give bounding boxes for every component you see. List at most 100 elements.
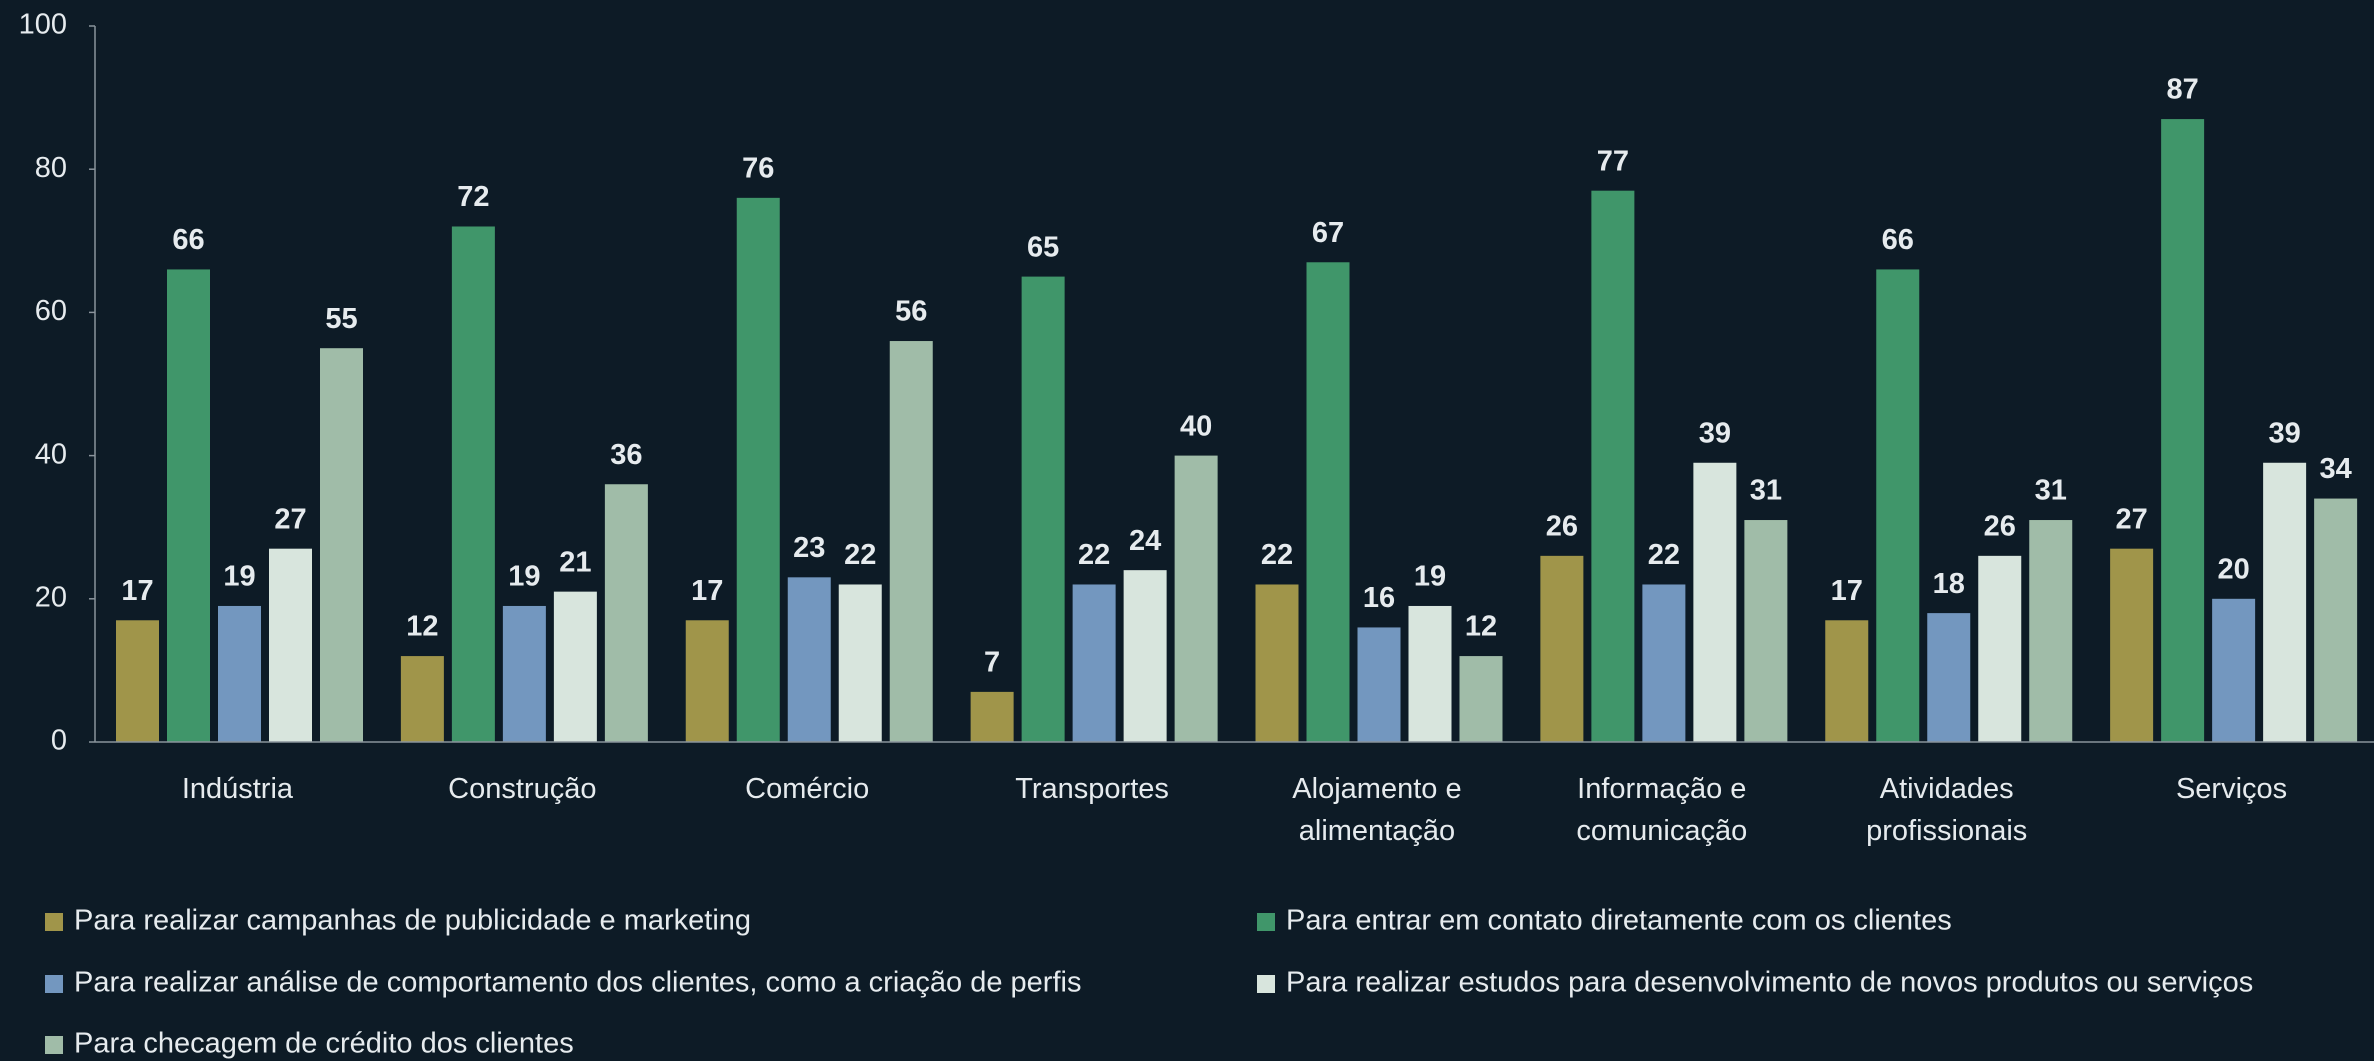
bar — [1825, 620, 1869, 742]
value-label: 26 — [1984, 510, 2016, 542]
bar — [320, 348, 363, 742]
y-tick-label: 0 — [51, 725, 67, 757]
bar — [400, 656, 444, 742]
x-tick-label: Alojamento e alimentação — [1292, 773, 1462, 847]
x-tick-label: Comércio — [745, 773, 870, 805]
value-label: 22 — [844, 539, 876, 571]
bar — [502, 605, 546, 742]
value-label: 40 — [1180, 410, 1212, 442]
bar — [787, 577, 831, 742]
value-label: 67 — [1312, 217, 1344, 249]
value-label: 56 — [895, 296, 927, 328]
x-tick-label: Serviços — [2175, 773, 2288, 805]
value-label: 22 — [1261, 539, 1293, 571]
value-label: 12 — [1465, 611, 1497, 643]
value-label: 77 — [1597, 145, 1629, 177]
value-label: 17 — [1831, 575, 1863, 607]
value-label: 16 — [1363, 582, 1395, 614]
bar — [889, 341, 933, 742]
legend-swatch — [1257, 913, 1275, 931]
bar — [269, 548, 312, 742]
bar — [2314, 498, 2358, 742]
bar — [604, 484, 648, 742]
value-label: 55 — [325, 303, 357, 335]
value-label: 12 — [406, 611, 438, 643]
y-tick-label: 80 — [35, 152, 67, 184]
x-tick-label: Construção — [448, 773, 597, 805]
legend-swatch — [1257, 975, 1275, 993]
value-label: 31 — [1750, 475, 1782, 507]
bar — [685, 620, 729, 742]
bar — [1021, 276, 1065, 742]
bar — [1540, 555, 1584, 742]
value-label: 17 — [691, 575, 723, 607]
bar — [1357, 627, 1401, 742]
x-tick-label: Informação e comunicação — [1576, 773, 1748, 847]
legend-swatch — [45, 1036, 63, 1054]
value-label: 72 — [457, 181, 489, 213]
value-label: 21 — [559, 546, 591, 578]
value-label: 24 — [1129, 525, 1161, 557]
value-label: 27 — [2115, 503, 2147, 535]
bar — [1306, 262, 1350, 742]
value-label: 26 — [1546, 510, 1578, 542]
value-label: 22 — [1078, 539, 1110, 571]
value-label: 76 — [742, 152, 774, 184]
value-label: 7 — [984, 647, 1000, 679]
bar — [1174, 455, 1218, 742]
bar — [116, 620, 159, 742]
bar — [1591, 190, 1635, 742]
bar — [1459, 656, 1503, 742]
bar — [1978, 555, 2022, 742]
bar — [736, 197, 780, 743]
value-label: 19 — [223, 561, 255, 593]
x-tick-label: Atividades profissionais — [1866, 773, 2028, 847]
value-label: 34 — [2319, 453, 2351, 485]
bar — [1693, 462, 1737, 742]
bar — [838, 584, 882, 742]
bar — [1123, 570, 1167, 742]
value-label: 27 — [274, 503, 306, 535]
value-label: 39 — [2268, 417, 2300, 449]
x-tick-label: Indústria — [181, 773, 294, 805]
legend-swatch — [45, 975, 63, 993]
value-label: 18 — [1933, 568, 1965, 600]
y-tick-label: 60 — [35, 295, 67, 327]
y-tick-label: 20 — [35, 581, 67, 613]
bar — [2110, 548, 2154, 742]
bar — [970, 691, 1014, 742]
legend-label: Para realizar campanhas de publicidade e… — [74, 905, 751, 937]
bar — [1072, 584, 1116, 742]
value-label: 36 — [610, 439, 642, 471]
bar — [218, 605, 261, 742]
value-label: 17 — [121, 575, 153, 607]
legend-label: Para entrar em contato diretamente com o… — [1286, 905, 1952, 937]
value-label: 66 — [172, 224, 204, 256]
bar — [2029, 520, 2073, 742]
y-tick-label: 100 — [19, 9, 67, 41]
value-label: 87 — [2166, 74, 2198, 106]
legend-label: Para checagem de crédito dos clientes — [74, 1028, 574, 1060]
bar — [1744, 520, 1788, 742]
bar — [1642, 584, 1686, 742]
legend-label: Para realizar análise de comportamento d… — [74, 967, 1081, 999]
bar — [1876, 269, 1920, 742]
bar — [167, 269, 210, 742]
value-label: 39 — [1699, 417, 1731, 449]
bar — [451, 226, 495, 743]
value-label: 65 — [1027, 231, 1059, 263]
value-label: 22 — [1648, 539, 1680, 571]
bar — [1927, 613, 1971, 742]
x-tick-label: Transportes — [1015, 773, 1169, 805]
value-label: 20 — [2217, 553, 2249, 585]
value-label: 66 — [1882, 224, 1914, 256]
bar — [1408, 605, 1452, 742]
value-label: 31 — [2035, 475, 2067, 507]
legend-swatch — [45, 913, 63, 931]
bar — [2212, 598, 2256, 742]
value-label: 23 — [793, 532, 825, 564]
value-label: 19 — [1414, 561, 1446, 593]
bar — [1255, 584, 1299, 742]
